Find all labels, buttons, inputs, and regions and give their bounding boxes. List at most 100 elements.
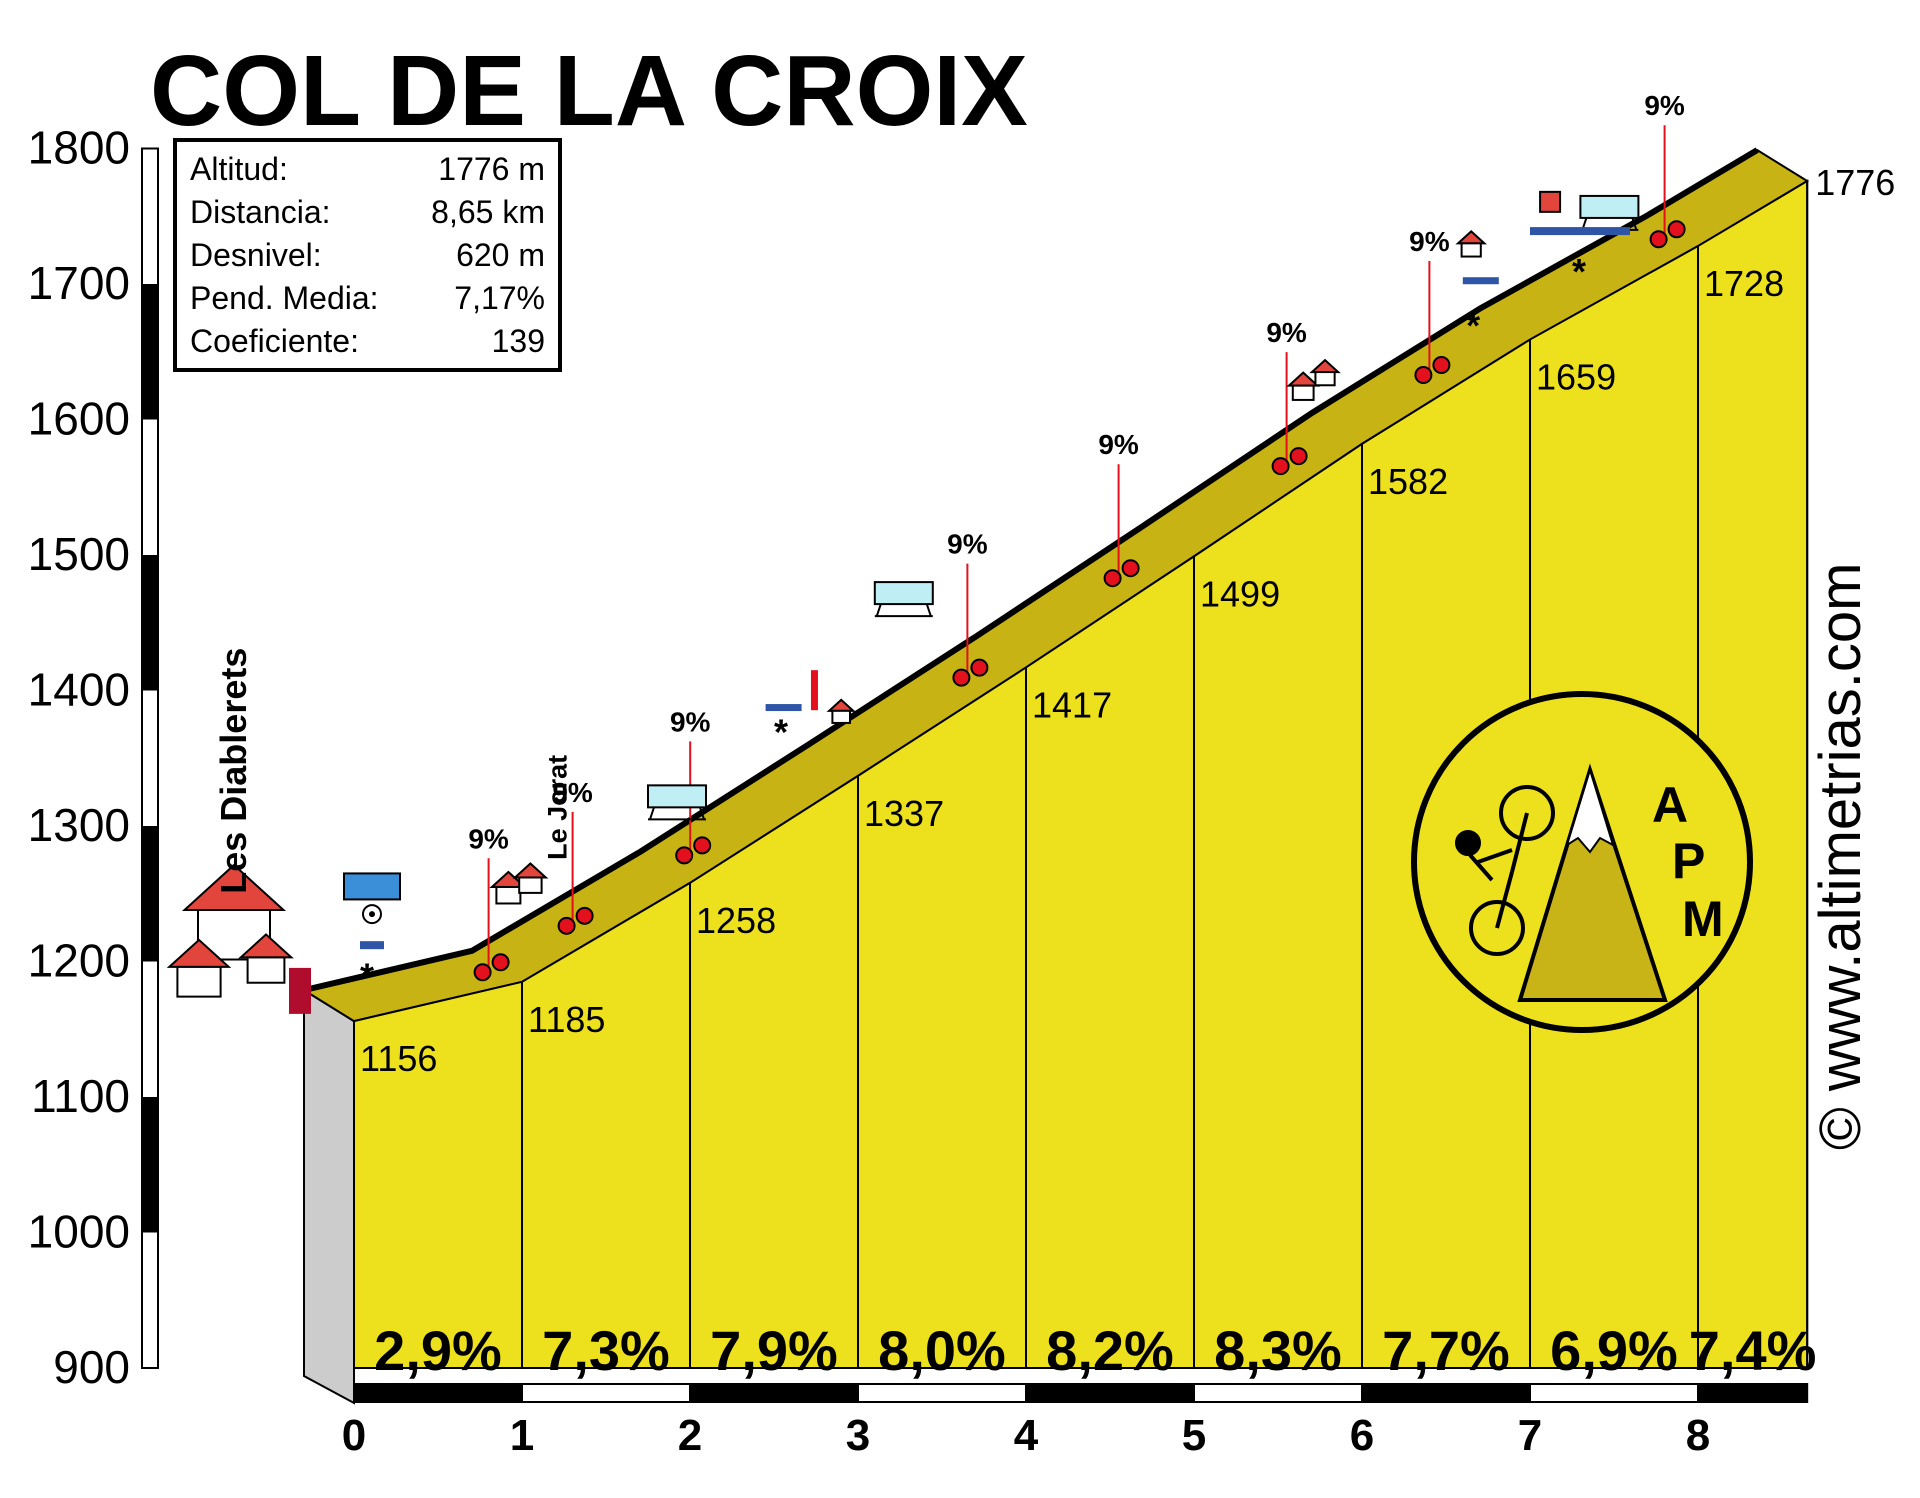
max-gradient-label: 9% xyxy=(1098,429,1139,460)
km-scale-segment xyxy=(857,1383,1027,1403)
info-label-altitude: Altitud: xyxy=(190,151,288,187)
altitude-label: 1499 xyxy=(1200,573,1280,614)
roof xyxy=(1455,229,1487,245)
apm-logo: A P M xyxy=(1411,691,1753,1033)
y-axis-band xyxy=(142,1097,158,1233)
segment-gradient-label: 8,2% xyxy=(1046,1319,1174,1382)
roof xyxy=(1309,358,1341,374)
max-gradient-marker xyxy=(491,953,510,972)
y-axis-band xyxy=(142,826,158,962)
max-gradient-marker xyxy=(1432,356,1451,375)
info-label-average-gradient: Pend. Media: xyxy=(190,280,379,316)
segment-gradient-label: 7,7% xyxy=(1382,1319,1510,1382)
hamlet-icon xyxy=(1286,371,1321,401)
y-tick-label: 900 xyxy=(53,1341,130,1393)
house-body xyxy=(1314,371,1336,387)
segment-gradient-label: 7,4% xyxy=(1689,1319,1817,1382)
info-label-distance: Distancia: xyxy=(190,194,331,230)
route-features: 9% 9% 9% 9% 9% 9% 9% 9% Les Diablerets * Le Jorat *… xyxy=(166,90,1686,1014)
segment-gradient-label: 8,3% xyxy=(1214,1319,1342,1382)
km-scale-segment xyxy=(1025,1383,1195,1403)
credit-text: © www.altimetrias.com xyxy=(1808,563,1873,1150)
olympic-sign-icon xyxy=(343,872,401,901)
info-value-coefficient: 139 xyxy=(492,323,545,359)
house-body xyxy=(1291,384,1315,401)
x-tick-label: 1 xyxy=(510,1411,534,1460)
x-tick-label: 8 xyxy=(1686,1411,1710,1460)
x-tick-label: 4 xyxy=(1014,1411,1039,1460)
roof xyxy=(512,862,549,879)
target-center-icon xyxy=(369,911,375,918)
altitude-label: 1185 xyxy=(528,999,605,1040)
barrier-leg xyxy=(925,603,932,617)
segment-gradient-label: 6,9% xyxy=(1550,1319,1678,1382)
max-gradient-marker xyxy=(952,668,971,687)
km-scale-segment xyxy=(1529,1383,1699,1403)
max-gradient-marker xyxy=(1271,457,1290,476)
start-flag-icon xyxy=(289,967,311,1014)
y-axis-band xyxy=(142,284,158,420)
house-body xyxy=(1460,242,1482,258)
arrow-right-icon xyxy=(1462,277,1499,285)
y-tick-label: 1500 xyxy=(28,528,130,580)
max-gradient-label: 9% xyxy=(947,529,988,560)
arrow-left-icon xyxy=(360,941,384,950)
y-tick-label: 1700 xyxy=(28,257,130,309)
x-tick-label: 3 xyxy=(846,1411,870,1460)
x-tick-label: 0 xyxy=(342,1411,366,1460)
arrow-right-icon xyxy=(1530,227,1630,236)
barrier-top xyxy=(873,581,934,606)
max-gradient-label: 9% xyxy=(670,706,711,737)
km-scale-segment xyxy=(521,1383,691,1403)
y-tick-label: 1300 xyxy=(28,799,130,851)
max-gradient-marker xyxy=(1667,220,1686,239)
max-gradient-marker xyxy=(693,836,712,855)
info-value-average-gradient: 7,17% xyxy=(454,280,545,316)
mountain-icon xyxy=(1517,763,1668,1002)
barrier-icon xyxy=(647,784,707,821)
km-scale-segment xyxy=(689,1383,859,1403)
segment-gradient-label: 7,9% xyxy=(710,1319,838,1382)
max-gradient-label: 9% xyxy=(1266,317,1307,348)
arrow-right-icon xyxy=(765,704,802,712)
altitude-label: 1337 xyxy=(864,793,944,834)
altitude-label: 1776 xyxy=(1815,162,1895,203)
barrier-top xyxy=(647,784,707,809)
max-gradient-marker xyxy=(1649,230,1668,249)
max-gradient-marker xyxy=(1414,366,1433,385)
cyclist-icon xyxy=(1455,785,1555,956)
max-gradient-marker xyxy=(557,916,576,935)
place-label-start: Les Diablerets xyxy=(213,648,254,894)
summary-box: Altitud: 1776 m Distancia: 8,65 km Desni… xyxy=(173,138,562,372)
star-icon: * xyxy=(360,956,374,997)
y-axis-bar xyxy=(141,147,159,1369)
hut-icon xyxy=(826,698,856,724)
km-scale-segment xyxy=(1697,1383,1809,1403)
hamlet-icon xyxy=(512,862,549,894)
max-gradient-marker xyxy=(970,658,989,677)
elevation-profile: 1156118512581337141714991582165917281776… xyxy=(301,147,1895,1460)
barrier-leg xyxy=(875,603,882,617)
roof xyxy=(1286,371,1321,387)
y-tick-label: 1100 xyxy=(31,1070,130,1122)
max-gradient-marker xyxy=(675,846,694,865)
x-tick-label: 7 xyxy=(1518,1411,1542,1460)
info-value-elevation-gain: 620 m xyxy=(456,237,545,273)
house-body xyxy=(246,956,286,984)
segment-gradient-label: 2,9% xyxy=(374,1319,502,1382)
km-scale-segment xyxy=(1193,1383,1363,1403)
info-value-distance: 8,65 km xyxy=(431,194,545,230)
pole-icon xyxy=(810,670,818,711)
house-body xyxy=(495,885,522,905)
segment-gradient-label: 7,3% xyxy=(542,1319,670,1382)
max-gradient-label: 9% xyxy=(1409,226,1450,257)
info-value-altitude: 1776 m xyxy=(438,151,545,187)
y-axis: 900 1000 1100 1200 1300 1400 1500 1600 1700 1800 xyxy=(28,122,159,1393)
altitude-label: 1156 xyxy=(360,1038,437,1079)
house-body xyxy=(831,709,852,724)
x-tick-label: 5 xyxy=(1182,1411,1206,1460)
info-label-coefficient: Coeficiente: xyxy=(190,323,359,359)
max-gradient-label: 9% xyxy=(552,777,593,808)
barrier-icon xyxy=(873,581,934,618)
